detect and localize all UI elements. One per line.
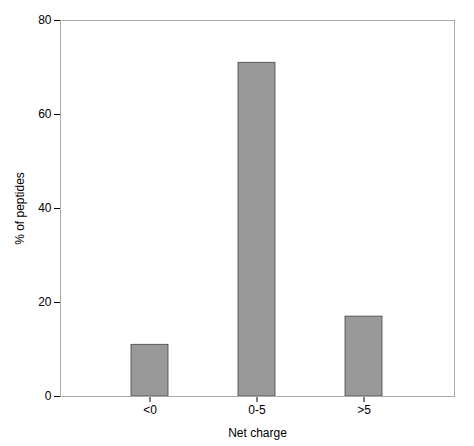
svg-text:60: 60 (38, 107, 52, 121)
svg-text:Net charge: Net charge (228, 426, 287, 440)
svg-text:80: 80 (38, 13, 52, 27)
svg-text:40: 40 (38, 201, 52, 215)
svg-text:0: 0 (45, 389, 52, 403)
svg-text:>5: >5 (357, 403, 371, 417)
svg-text:<0: <0 (143, 403, 157, 417)
svg-text:20: 20 (38, 295, 52, 309)
svg-text:0-5: 0-5 (248, 403, 266, 417)
svg-text:% of peptides: % of peptides (13, 172, 27, 245)
